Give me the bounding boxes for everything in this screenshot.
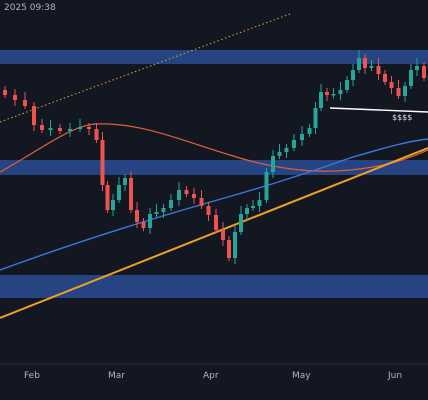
- candles: [3, 50, 426, 264]
- candle-body: [403, 86, 407, 96]
- candle-body: [345, 80, 349, 90]
- candle-body: [271, 156, 275, 172]
- candle-body: [409, 70, 413, 86]
- candle-body: [239, 214, 243, 232]
- candle-body: [396, 88, 401, 96]
- candle-body: [383, 74, 387, 82]
- candle-body: [3, 90, 7, 95]
- x-label: Jun: [387, 371, 402, 381]
- candle-body: [184, 190, 189, 194]
- candle-body: [292, 140, 296, 148]
- resistance-zone: [0, 50, 428, 64]
- candle-body: [129, 178, 133, 210]
- candle-body: [363, 58, 367, 68]
- candle-body: [161, 208, 166, 212]
- candle-body: [68, 129, 72, 131]
- support-zone: [0, 275, 428, 298]
- candle-body: [123, 178, 127, 185]
- candle-body: [221, 230, 225, 240]
- candle-body: [148, 214, 152, 228]
- candle-body: [23, 100, 27, 106]
- candle-body: [331, 94, 336, 96]
- candle-body: [369, 66, 374, 68]
- candle-body: [135, 210, 139, 222]
- candle-body: [319, 92, 323, 108]
- candle-body: [177, 190, 181, 200]
- candle-body: [227, 240, 231, 258]
- candle-body: [307, 128, 312, 134]
- candle-body: [300, 134, 304, 140]
- x-label: Apr: [203, 371, 219, 381]
- candle-body: [199, 198, 204, 206]
- candle-body: [351, 70, 355, 80]
- candle-body: [357, 58, 361, 70]
- candle-body: [48, 128, 53, 130]
- candle-body: [277, 152, 282, 156]
- moving-average-red: [0, 123, 428, 173]
- candle-body: [214, 215, 218, 230]
- candle-body: [105, 185, 110, 210]
- candle-body: [13, 95, 17, 100]
- candle-body: [338, 90, 343, 94]
- candle-body: [389, 82, 394, 88]
- candle-body: [117, 185, 121, 200]
- candle-body: [206, 206, 211, 215]
- candle-body: [251, 206, 255, 208]
- moving-average-blue: [0, 138, 428, 271]
- x-label: Feb: [24, 371, 40, 381]
- candle-body: [422, 66, 426, 78]
- liquidity-line: [329, 107, 428, 113]
- candle-body: [284, 148, 289, 152]
- candle-body: [257, 200, 262, 206]
- candle-body: [192, 194, 196, 198]
- candle-body: [245, 208, 249, 214]
- candle-body: [264, 172, 269, 200]
- candle-body: [169, 200, 173, 208]
- candle-body: [415, 66, 419, 70]
- timestamp: 2025 09:38: [4, 3, 56, 13]
- candle-body: [94, 129, 99, 140]
- candle-body: [58, 128, 62, 131]
- x-label: May: [292, 371, 311, 381]
- candle-body: [233, 232, 237, 258]
- candle-body: [154, 212, 159, 214]
- x-label: Mar: [108, 371, 125, 381]
- candle-body: [313, 108, 318, 128]
- candle-body: [87, 127, 91, 129]
- candle-body: [325, 92, 329, 95]
- candle-body: [32, 106, 36, 125]
- candle-body: [141, 222, 146, 228]
- candle-body: [100, 140, 105, 185]
- candle-body: [40, 125, 44, 130]
- liquidity-label: $$$$: [392, 113, 412, 122]
- candle-body: [78, 127, 82, 129]
- candle-body: [376, 66, 381, 74]
- trend-line: [0, 147, 428, 319]
- candle-body: [111, 200, 115, 210]
